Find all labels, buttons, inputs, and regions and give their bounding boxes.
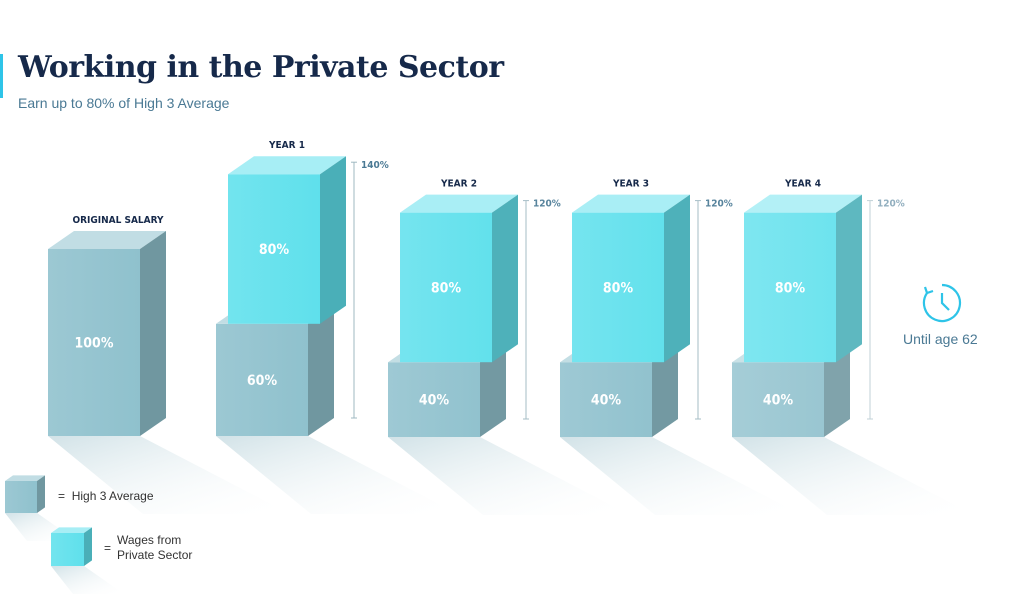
total-bracket xyxy=(351,161,357,419)
bar-high3 xyxy=(216,305,334,436)
total-bracket xyxy=(867,200,873,420)
bar-value-label: 80% xyxy=(431,280,462,296)
bar-shadow xyxy=(388,437,630,515)
high3-cube-icon xyxy=(5,475,45,513)
title-accent-bar xyxy=(0,54,3,98)
bar-high3 xyxy=(48,231,166,436)
bar-high3 xyxy=(732,344,850,437)
bar-private xyxy=(400,194,518,363)
bar-value-label: 40% xyxy=(419,393,450,409)
bar-shadow xyxy=(216,436,458,514)
bar-private xyxy=(744,194,862,363)
category-label: ORIGINAL SALARY xyxy=(72,215,164,226)
bar-value-label: 80% xyxy=(775,280,806,296)
category-label: YEAR 4 xyxy=(784,179,821,190)
bar-value-label: 80% xyxy=(603,280,634,296)
bar-shadow xyxy=(732,437,974,515)
total-label: 120% xyxy=(533,199,561,210)
total-label: 120% xyxy=(705,199,733,210)
total-label: 140% xyxy=(361,160,389,171)
bar-value-label: 60% xyxy=(247,373,278,389)
total-label: 120% xyxy=(877,199,905,210)
bar-value-label: 40% xyxy=(763,393,794,409)
category-label: YEAR 2 xyxy=(440,179,477,190)
clock-icon xyxy=(922,283,962,323)
until-age-label: Until age 62 xyxy=(903,331,978,347)
total-bracket xyxy=(523,200,529,420)
chart-title: Working in the Private Sector xyxy=(18,50,504,85)
total-bracket xyxy=(695,200,701,420)
bar-shadow xyxy=(48,436,290,514)
chart-subtitle: Earn up to 80% of High 3 Average xyxy=(18,95,230,111)
legend-high3-label: = High 3 Average xyxy=(58,489,154,503)
bar-private xyxy=(228,156,346,324)
bar-private xyxy=(572,194,690,363)
category-label: YEAR 1 xyxy=(268,140,305,151)
bar-shadow xyxy=(560,437,802,515)
private-cube-icon xyxy=(51,527,92,566)
bar-value-label: 40% xyxy=(591,393,622,409)
legend-private-label: = Wages from Private Sector xyxy=(104,533,193,562)
bar-value-label: 80% xyxy=(259,242,290,258)
category-label: YEAR 3 xyxy=(612,179,649,190)
legend-shadow xyxy=(51,566,124,594)
bar-value-label: 100% xyxy=(75,336,114,352)
